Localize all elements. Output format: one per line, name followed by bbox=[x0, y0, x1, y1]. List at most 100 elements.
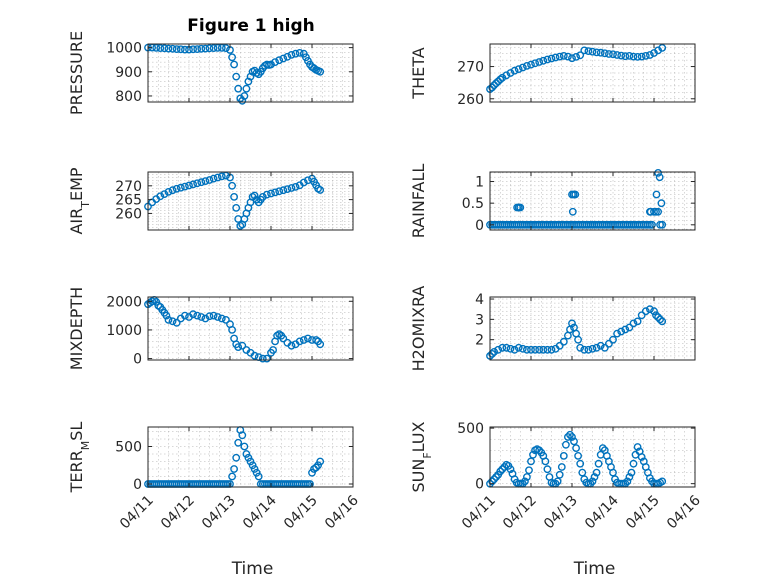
data-point bbox=[592, 343, 601, 352]
data-point bbox=[516, 203, 525, 212]
data-point bbox=[488, 349, 496, 358]
axes-frame bbox=[489, 426, 696, 488]
y-axis-label: H2OMIXRA bbox=[409, 286, 428, 372]
data-point bbox=[535, 58, 544, 66]
x-tick-label: 04/14 bbox=[240, 492, 280, 532]
data-point bbox=[539, 345, 548, 354]
data-point bbox=[656, 315, 664, 324]
data-point bbox=[523, 473, 531, 481]
data-point bbox=[232, 453, 241, 462]
data-point bbox=[275, 56, 284, 65]
data-point bbox=[555, 341, 564, 350]
axes-background bbox=[148, 427, 353, 487]
data-point bbox=[625, 52, 634, 60]
data-point bbox=[234, 343, 243, 351]
data-point bbox=[658, 477, 667, 486]
data-point bbox=[232, 203, 241, 212]
data-point bbox=[228, 53, 237, 62]
data-point bbox=[523, 62, 531, 70]
data-series bbox=[486, 168, 667, 229]
data-point bbox=[234, 438, 243, 447]
data-point bbox=[197, 44, 206, 53]
data-point bbox=[201, 314, 210, 323]
data-point bbox=[209, 311, 218, 320]
data-point bbox=[588, 47, 597, 56]
data-point bbox=[283, 185, 292, 194]
y-axis-label: THETA bbox=[409, 47, 428, 99]
data-point bbox=[316, 457, 325, 466]
data-point bbox=[637, 453, 646, 461]
data-point bbox=[152, 44, 161, 52]
data-series bbox=[144, 426, 325, 488]
data-point bbox=[240, 442, 249, 451]
subplot-terr-msl: 0 500 04/11 04/12 04/13 04/14 04/15 04/16 TERRMS… bbox=[67, 422, 362, 579]
y-tick-label: 1000 bbox=[106, 323, 142, 339]
data-point bbox=[279, 334, 288, 343]
data-point bbox=[213, 313, 222, 321]
data-series bbox=[144, 43, 325, 105]
data-point bbox=[488, 83, 496, 92]
data-point bbox=[547, 54, 556, 63]
data-point bbox=[531, 59, 539, 68]
data-point bbox=[217, 172, 226, 181]
data-point bbox=[160, 44, 169, 53]
data-point bbox=[185, 181, 193, 190]
data-point bbox=[518, 344, 527, 353]
data-point bbox=[627, 468, 636, 477]
data-point bbox=[564, 52, 572, 61]
x-tick-label: 04/15 bbox=[623, 493, 663, 533]
data-point bbox=[609, 335, 617, 344]
x-tick-label: 04/13 bbox=[199, 493, 239, 533]
data-point bbox=[617, 51, 626, 60]
data-point bbox=[571, 190, 580, 199]
data-point bbox=[650, 307, 658, 316]
data-point bbox=[658, 317, 667, 326]
data-point bbox=[572, 444, 580, 452]
y-tick-label: 0 bbox=[133, 352, 142, 368]
data-point bbox=[559, 337, 568, 346]
data-point bbox=[609, 468, 617, 477]
x-tick-label: 04/11 bbox=[117, 493, 157, 533]
data-point bbox=[543, 465, 552, 474]
data-point bbox=[176, 183, 185, 192]
data-point bbox=[600, 49, 609, 58]
data-point bbox=[176, 45, 185, 54]
data-point bbox=[529, 450, 537, 459]
data-point bbox=[238, 431, 247, 440]
y-tick-label: 0 bbox=[133, 477, 142, 493]
data-point bbox=[580, 46, 589, 55]
subplot-h2omixra: 2 3 4 H2OMIXRA bbox=[409, 286, 696, 372]
y-axis-label: AIRTEMP bbox=[67, 167, 92, 234]
data-point bbox=[535, 446, 544, 455]
data-point bbox=[279, 186, 288, 195]
data-point bbox=[514, 65, 523, 74]
data-point bbox=[641, 307, 650, 316]
data-point bbox=[232, 72, 241, 81]
data-point bbox=[557, 463, 566, 471]
data-point bbox=[201, 177, 210, 186]
data-point bbox=[299, 178, 308, 187]
data-point bbox=[230, 60, 239, 69]
data-point bbox=[566, 430, 574, 439]
data-point bbox=[193, 311, 202, 320]
axes-frame bbox=[489, 43, 696, 103]
data-point bbox=[553, 477, 562, 486]
data-point bbox=[168, 186, 177, 195]
data-point bbox=[646, 207, 655, 216]
data-point bbox=[180, 182, 189, 191]
x-axis-label: Time bbox=[573, 559, 616, 579]
subplot-mixdepth: 0 1000 2000 MIXDEPTH bbox=[67, 287, 354, 370]
data-point bbox=[613, 329, 621, 338]
data-point bbox=[205, 312, 214, 321]
data-point bbox=[652, 190, 661, 199]
data-point bbox=[230, 465, 239, 473]
data-point bbox=[588, 477, 597, 486]
data-point bbox=[295, 337, 304, 346]
data-point bbox=[633, 53, 642, 61]
data-point bbox=[316, 67, 325, 76]
data-point bbox=[580, 345, 589, 354]
data-point bbox=[655, 173, 664, 182]
y-tick-label: 4 bbox=[475, 292, 484, 308]
